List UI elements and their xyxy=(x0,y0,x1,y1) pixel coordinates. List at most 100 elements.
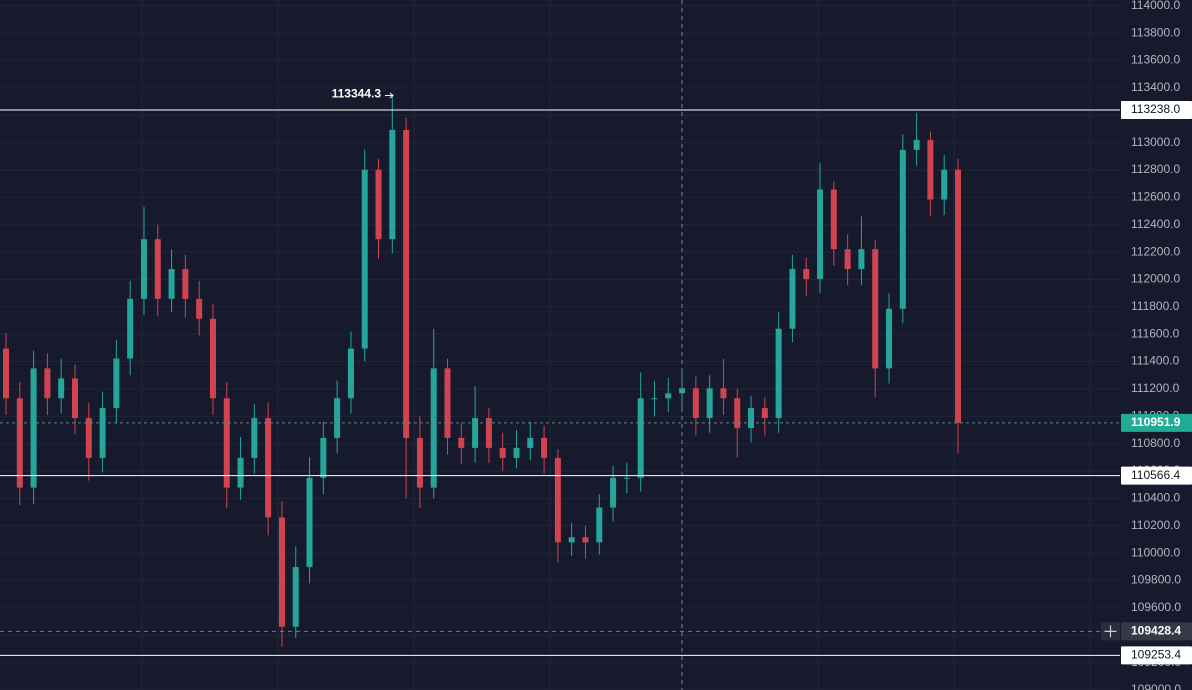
candle-body xyxy=(720,388,727,399)
price-line-label: 109253.4 xyxy=(1131,647,1181,661)
peak-arrow xyxy=(385,92,394,99)
candle-body xyxy=(334,398,341,438)
candle-body xyxy=(941,169,948,200)
peak-annotation: 113344.3 xyxy=(332,87,382,101)
candle-body xyxy=(596,507,603,543)
y-tick-label: 111600.0 xyxy=(1131,326,1180,340)
price-line-box xyxy=(1121,466,1192,485)
candle-body xyxy=(817,189,824,280)
y-tick-label: 109000.0 xyxy=(1131,682,1181,690)
candle-body xyxy=(568,537,575,543)
y-tick-label: 113400.0 xyxy=(1131,80,1180,94)
candle-body xyxy=(196,298,203,319)
last-price-label: 110951.9 xyxy=(1131,415,1181,429)
candle-body xyxy=(637,398,644,478)
candle-body xyxy=(899,149,906,309)
candle-body xyxy=(182,269,189,299)
candle-body xyxy=(582,537,589,543)
candle-body xyxy=(3,348,9,399)
price-line-box xyxy=(1121,646,1192,665)
candle-body xyxy=(265,418,272,518)
candle-body xyxy=(554,457,561,543)
y-tick-label: 111800.0 xyxy=(1131,299,1180,313)
y-tick-label: 110200.0 xyxy=(1131,518,1180,532)
y-tick-label: 113800.0 xyxy=(1131,25,1180,39)
y-tick-label: 113000.0 xyxy=(1131,135,1180,149)
candle-body xyxy=(361,169,368,349)
y-tick-label: 109600.0 xyxy=(1131,600,1181,614)
y-tick-label: 113600.0 xyxy=(1131,53,1180,67)
y-tick-label: 114000.0 xyxy=(1131,0,1180,12)
y-tick-label: 112000.0 xyxy=(1131,272,1180,286)
candle-body xyxy=(416,437,423,488)
candle-body xyxy=(706,388,713,419)
candle-body xyxy=(140,239,147,299)
candle-body xyxy=(761,408,768,419)
candle-body xyxy=(30,368,37,488)
candle-body xyxy=(651,398,658,400)
y-tick-label: 109800.0 xyxy=(1131,573,1181,587)
candle-body xyxy=(347,348,354,399)
candle-body xyxy=(113,358,120,409)
candle-body xyxy=(16,398,23,488)
crosshair-label: 109428.4 xyxy=(1131,624,1181,638)
candles xyxy=(3,95,961,647)
candle-body xyxy=(485,418,492,448)
price-line-label: 110566.4 xyxy=(1131,468,1180,482)
candle-body xyxy=(44,368,51,399)
candle-body xyxy=(223,398,230,488)
y-tick-label: 111200.0 xyxy=(1131,381,1180,395)
y-tick-label: 110000.0 xyxy=(1131,545,1180,559)
price-line-box xyxy=(1121,101,1192,120)
y-tick-label: 112400.0 xyxy=(1131,217,1180,231)
candle-body xyxy=(858,249,865,270)
candle-body xyxy=(623,477,630,479)
candle-body xyxy=(803,269,810,280)
y-tick-label: 112800.0 xyxy=(1131,162,1180,176)
y-tick-label: 110400.0 xyxy=(1131,491,1180,505)
candle-body xyxy=(278,517,285,627)
candle-body xyxy=(872,249,879,369)
candle-body xyxy=(251,418,258,458)
candle-body xyxy=(154,239,161,299)
candle-body xyxy=(886,308,893,369)
price-labels: 113238.0 110566.4 109253.4 110951.9 109428.4 xyxy=(1101,101,1192,665)
overlay: 113344.3 xyxy=(0,87,1120,656)
y-tick-label: 110800.0 xyxy=(1131,436,1180,450)
crosshair-box xyxy=(1121,622,1192,641)
candle-body xyxy=(775,328,782,419)
candle-body xyxy=(665,393,672,399)
candle-body xyxy=(320,437,327,478)
candle-body xyxy=(913,139,920,150)
candle-body xyxy=(541,437,548,458)
y-tick-label: 112200.0 xyxy=(1131,244,1180,258)
candle-body xyxy=(430,368,437,488)
candle-body xyxy=(71,378,78,419)
candle-body xyxy=(679,388,686,394)
candle-body xyxy=(58,378,65,399)
candle-body xyxy=(472,418,479,448)
candle-body xyxy=(306,477,313,568)
candle-body xyxy=(85,418,92,458)
candle-body xyxy=(458,437,465,448)
candle-body xyxy=(209,318,216,399)
candle-body xyxy=(955,169,961,423)
candle-body xyxy=(444,368,451,438)
last-price-box xyxy=(1121,413,1192,432)
y-tick-label: 111400.0 xyxy=(1131,354,1180,368)
crosshair-plus-icon xyxy=(1104,625,1117,638)
candle-body xyxy=(168,269,175,299)
candle-body xyxy=(610,477,617,508)
candle-body xyxy=(527,437,534,448)
candle-body xyxy=(403,130,410,438)
candle-body xyxy=(734,398,741,429)
candle-body xyxy=(513,447,520,458)
candle-body xyxy=(830,189,837,250)
candle-body xyxy=(127,298,134,359)
candle-body xyxy=(789,269,796,329)
price-line-label: 113238.0 xyxy=(1131,102,1180,116)
candle-body xyxy=(99,408,106,458)
candle-body xyxy=(375,169,382,240)
